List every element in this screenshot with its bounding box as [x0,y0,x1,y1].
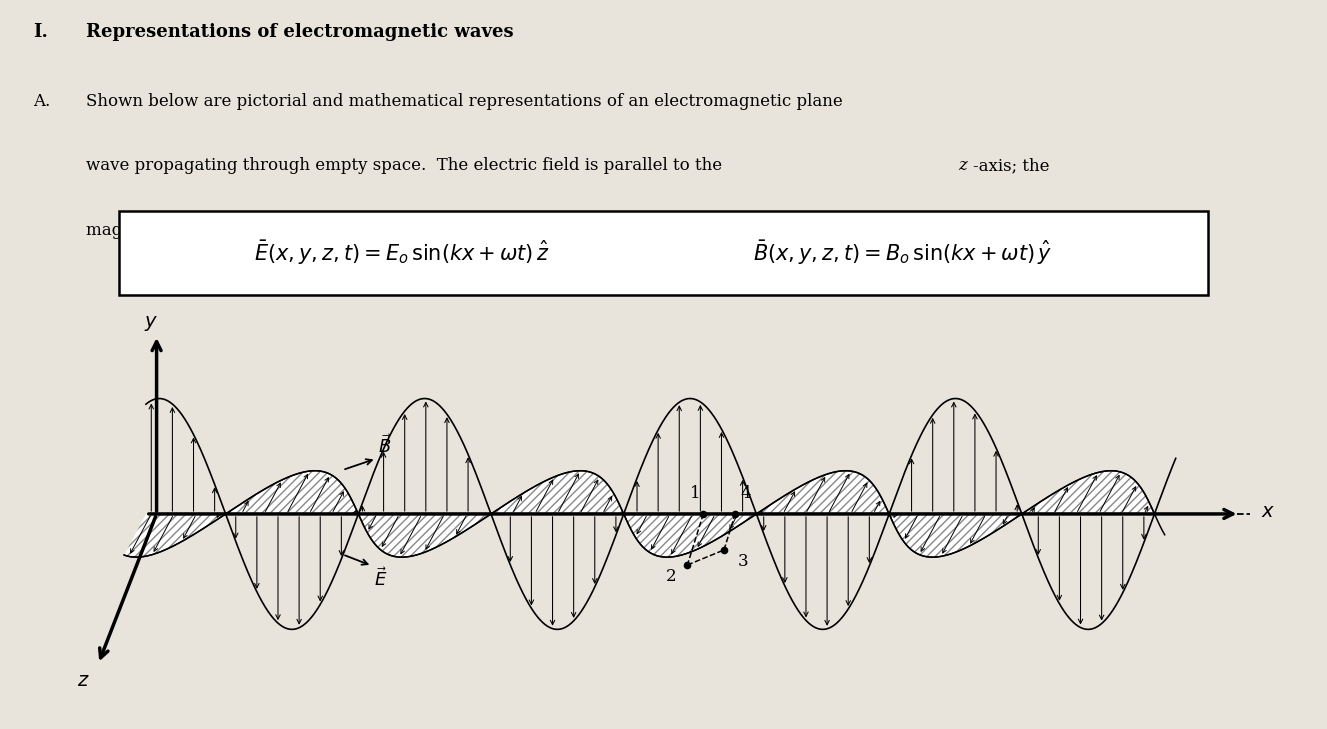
Text: 1: 1 [690,485,701,502]
Polygon shape [624,514,756,557]
Text: -axis.: -axis. [507,222,551,238]
Text: $y$: $y$ [143,314,158,333]
Text: 2: 2 [666,568,677,585]
Text: $\bar{B}$$(x, y, z, t) = B_o\,\mathrm{sin}(kx + \omega t)\,\hat{y}$: $\bar{B}$$(x, y, z, t) = B_o\,\mathrm{si… [754,239,1052,268]
Text: Shown below are pictorial and mathematical representations of an electromagnetic: Shown below are pictorial and mathematic… [86,93,843,110]
Text: wave propagating through empty space.  The electric field is parallel to the: wave propagating through empty space. Th… [86,157,727,174]
Text: A.: A. [33,93,50,110]
Polygon shape [756,471,889,514]
Polygon shape [1022,471,1154,514]
Text: $x$: $x$ [1261,502,1275,521]
Text: I.: I. [33,23,48,42]
Text: $z$: $z$ [77,672,90,690]
Polygon shape [226,471,358,515]
Text: magnetic field is parallel to the: magnetic field is parallel to the [86,222,354,238]
Polygon shape [491,471,624,514]
Text: z: z [958,157,967,174]
Text: $\bar{E}$$(x, y, z, t) = E_o\,\mathrm{sin}(kx + \omega t)\,\hat{z}$: $\bar{E}$$(x, y, z, t) = E_o\,\mathrm{si… [255,239,551,268]
Text: $\vec{B}$: $\vec{B}$ [378,434,393,457]
Text: y: y [494,222,503,238]
Text: -axis; the: -axis; the [973,157,1050,174]
Polygon shape [889,513,1022,557]
Text: Representations of electromagnetic waves: Representations of electromagnetic waves [86,23,514,42]
Polygon shape [125,514,226,557]
Text: 4: 4 [740,485,751,502]
Polygon shape [358,514,491,557]
Text: 3: 3 [738,553,748,570]
Text: $\vec{E}$: $\vec{E}$ [374,567,387,590]
